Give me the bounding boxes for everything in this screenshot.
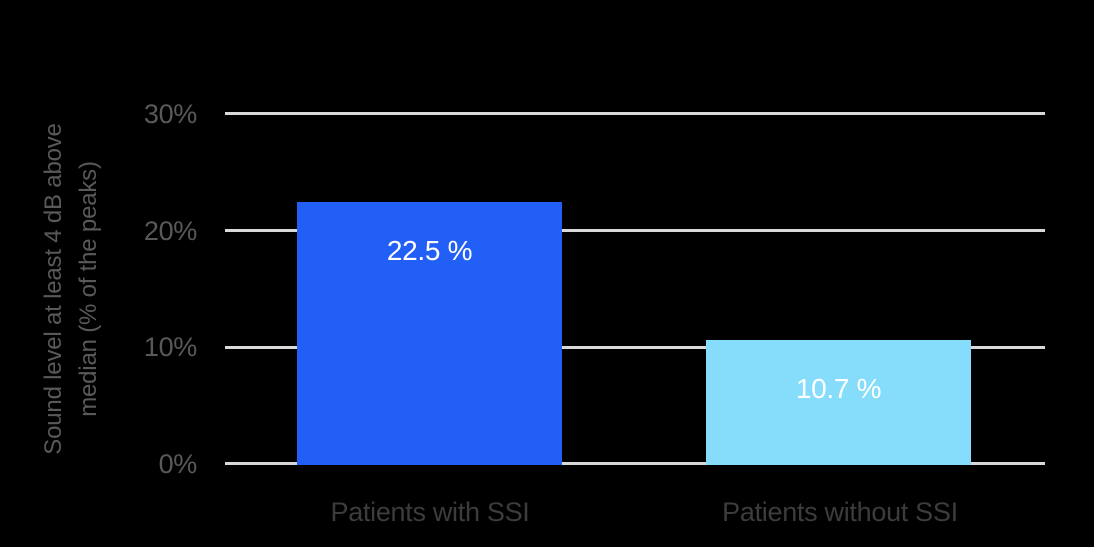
y-tick-label-0: 0% — [158, 449, 198, 479]
x-category-label-patients-without-ssi: Patients without SSI — [722, 497, 958, 527]
y-tick-label-30: 30% — [143, 99, 197, 129]
x-category-label-patients-with-ssi: Patients with SSI — [330, 497, 530, 527]
gridline-20pct — [225, 229, 1045, 232]
gridline-0pct-baseline — [225, 462, 1045, 465]
y-axis-title-line-2: median (% of the peaks) — [75, 161, 102, 417]
gridline-10pct — [225, 346, 1045, 349]
bar-value-label-patients-with-ssi: 22.5 % — [386, 235, 473, 266]
y-tick-label-20: 20% — [143, 216, 197, 246]
bar-patients-without-ssi: 10.7 % — [706, 340, 971, 465]
y-tick-label-10: 10% — [143, 332, 197, 362]
bar-patients-with-ssi: 22.5 % — [297, 202, 562, 465]
gridline-30pct — [225, 112, 1045, 115]
y-axis-title: Sound level at least 4 dB above median (… — [36, 74, 106, 504]
y-axis-title-line-1: Sound level at least 4 dB above — [40, 123, 67, 455]
bar-value-label-patients-without-ssi: 10.7 % — [795, 373, 882, 404]
